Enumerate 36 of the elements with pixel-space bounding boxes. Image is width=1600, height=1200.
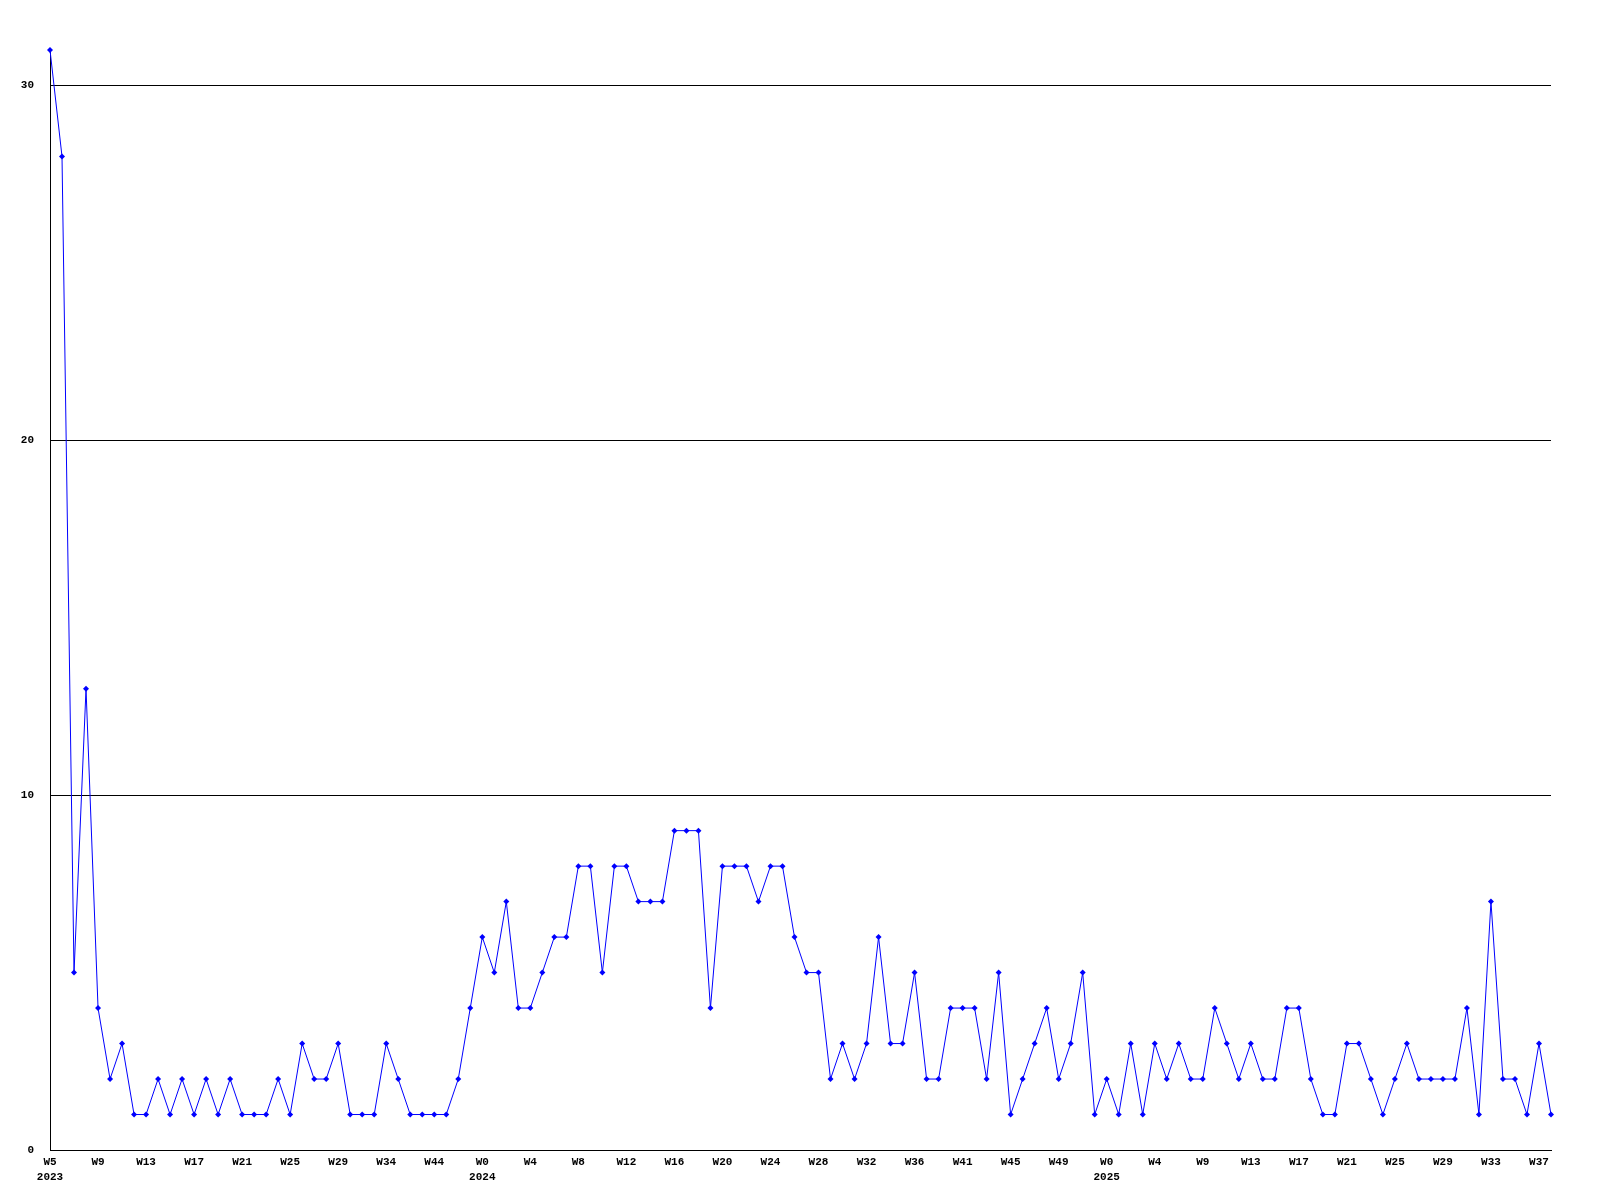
x-tick-label: W21: [1336, 1156, 1358, 1169]
x-tick-label: W0 2024: [469, 1156, 496, 1184]
x-tick-label: W9: [91, 1156, 105, 1169]
x-tick-label: W29: [1433, 1156, 1453, 1169]
x-tick-label: W25: [280, 1156, 301, 1169]
x-tick-label: W13: [136, 1156, 157, 1169]
x-tick-label: W32: [856, 1156, 877, 1169]
y-tick-label: 30: [20, 79, 34, 92]
x-tick-label: W13: [1240, 1156, 1262, 1169]
x-tick-label: W0 2025: [1093, 1156, 1121, 1184]
x-tick-label: W44: [424, 1156, 445, 1169]
x-tick-label: W33: [1481, 1156, 1502, 1169]
x-tick-label: W45: [1000, 1156, 1021, 1169]
x-tick-label: W17: [184, 1156, 204, 1169]
y-tick-label: 20: [20, 434, 34, 447]
x-tick-label: W21: [232, 1156, 253, 1169]
x-tick-label: W8: [571, 1156, 586, 1169]
y-tick-label: 0: [27, 1143, 34, 1156]
x-tick-label: W34: [376, 1156, 397, 1169]
x-tick-label: W37: [1529, 1156, 1549, 1169]
x-tick-label: W4: [523, 1156, 538, 1169]
x-tick-label: W41: [952, 1156, 973, 1169]
x-tick-label: W12: [616, 1156, 637, 1169]
y-tick-label: 10: [20, 788, 34, 801]
x-tick-label: W24: [760, 1156, 781, 1169]
x-tick-label: W28: [808, 1156, 829, 1169]
x-tick-label: W49: [1048, 1156, 1069, 1169]
x-tick-label: W4: [1148, 1156, 1162, 1169]
x-tick-label: W29: [328, 1156, 349, 1169]
x-tick-label: W20: [712, 1156, 733, 1169]
x-tick-label: W36: [904, 1156, 925, 1169]
x-tick-label: W5 2023: [36, 1156, 64, 1184]
x-tick-label: W16: [664, 1156, 685, 1169]
x-tick-label: W9: [1196, 1156, 1210, 1169]
x-tick-label: W25: [1384, 1156, 1406, 1169]
x-tick-label: W17: [1288, 1156, 1309, 1169]
